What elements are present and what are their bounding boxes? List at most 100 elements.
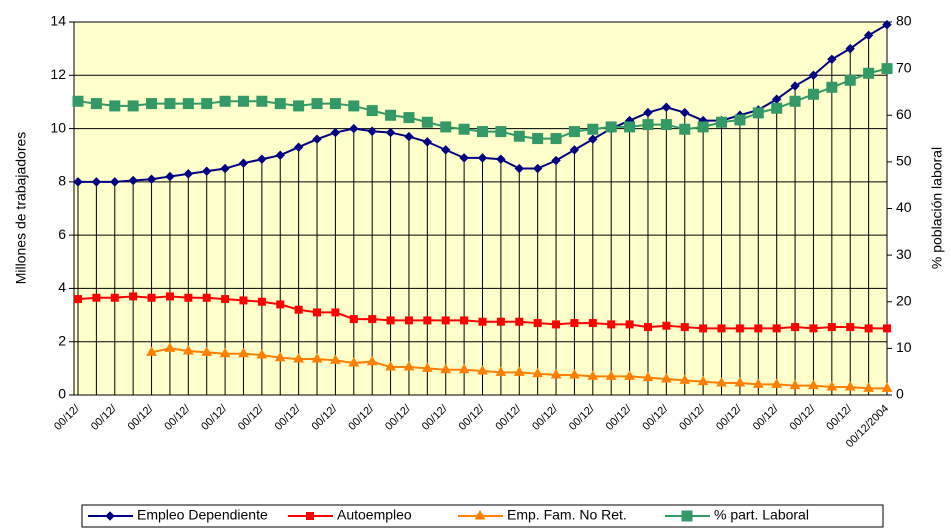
x-tick-label: 00/12/: [567, 402, 598, 433]
data-point: [274, 351, 286, 362]
data-point: [568, 126, 580, 138]
data-point: [772, 324, 781, 333]
data-point: [550, 133, 562, 145]
data-point: [349, 315, 358, 324]
data-point: [587, 123, 599, 135]
data-point: [477, 153, 488, 163]
data-point: [734, 376, 746, 387]
data-point: [752, 378, 764, 388]
data-point: [680, 107, 690, 118]
data-point: [91, 177, 102, 187]
data-point: [421, 116, 433, 128]
x-tick-label: 00/12/: [52, 402, 83, 433]
data-point: [827, 54, 837, 65]
x-tick-label: 00/12/: [162, 402, 193, 433]
data-point: [201, 98, 213, 110]
data-point: [643, 107, 653, 118]
y2-axis-title: % población laboral: [929, 147, 945, 269]
y2-tick-label: 20: [896, 292, 912, 308]
data-point: [331, 308, 340, 317]
data-point: [330, 354, 341, 364]
data-point: [808, 379, 819, 390]
data-point: [313, 308, 322, 317]
data-point: [717, 324, 726, 333]
x-tick-label: 00/12/: [89, 402, 120, 433]
data-point: [165, 292, 174, 301]
x-tick-label: 00/12/: [383, 402, 414, 433]
data-point: [513, 130, 525, 142]
data-point: [348, 357, 360, 367]
data-point: [771, 378, 783, 388]
data-point: [552, 320, 561, 329]
data-point: [807, 88, 819, 100]
x-tick-label: 00/12/: [346, 402, 377, 433]
y2-tick-label: 70: [896, 59, 912, 75]
y2-tick-label: 30: [896, 246, 912, 262]
data-point: [789, 379, 801, 390]
data-point: [459, 153, 469, 163]
data-point: [624, 370, 635, 380]
data-point: [403, 112, 415, 124]
legend-marker: [474, 509, 486, 520]
data-point: [735, 324, 744, 333]
data-point: [570, 319, 579, 328]
data-point: [551, 155, 561, 166]
y2-tick-label: 10: [896, 339, 912, 355]
data-point: [165, 171, 175, 182]
x-tick-label: 00/12/: [236, 402, 267, 433]
x-tick-label: 00/12/: [126, 402, 157, 433]
data-point: [294, 305, 303, 314]
data-point: [881, 382, 893, 392]
legend-label: Emp. Fam. No Ret.: [507, 507, 627, 523]
data-point: [734, 114, 746, 126]
data-point: [661, 372, 672, 383]
data-point: [403, 361, 415, 371]
data-point: [366, 105, 378, 117]
data-point: [679, 374, 691, 384]
data-point: [110, 177, 120, 187]
data-point: [532, 133, 544, 145]
x-tick-label: 00/12/: [199, 402, 230, 433]
data-point: [146, 346, 157, 356]
data-point: [201, 166, 212, 176]
data-point: [74, 295, 82, 304]
data-point: [366, 355, 378, 366]
data-point: [238, 158, 249, 168]
data-point: [348, 100, 360, 112]
y-tick-label: 2: [58, 332, 66, 348]
data-point: [642, 371, 654, 382]
data-point: [146, 174, 157, 184]
data-point: [662, 321, 671, 330]
data-point: [183, 169, 194, 179]
data-point: [73, 177, 83, 187]
data-point: [826, 380, 838, 391]
y-tick-label: 10: [50, 119, 66, 135]
data-point: [478, 317, 487, 326]
data-point: [184, 293, 193, 302]
data-point: [257, 154, 267, 164]
legend-marker: [681, 510, 693, 522]
x-tick-label: 00/12/: [751, 402, 782, 433]
data-point: [533, 319, 542, 328]
data-point: [607, 320, 616, 329]
data-point: [845, 43, 855, 54]
data-point: [844, 74, 856, 86]
data-point: [256, 95, 268, 107]
x-tick-label: 00/12/: [824, 402, 855, 433]
data-point: [276, 300, 285, 309]
data-point: [110, 293, 119, 302]
data-point: [421, 362, 433, 372]
data-point: [587, 370, 599, 380]
data-point: [515, 317, 524, 326]
y-tick-label: 14: [50, 13, 66, 29]
data-point: [790, 81, 800, 91]
data-point: [367, 126, 377, 136]
x-tick-label: 00/12/: [420, 402, 451, 433]
data-point: [385, 361, 396, 371]
x-tick-label: 00/12/: [457, 402, 488, 433]
y2-tick-label: 40: [896, 199, 912, 215]
data-point: [257, 297, 266, 306]
legend-label: % part. Laboral: [714, 507, 809, 523]
data-point: [496, 317, 505, 326]
plot-area: [74, 22, 887, 395]
